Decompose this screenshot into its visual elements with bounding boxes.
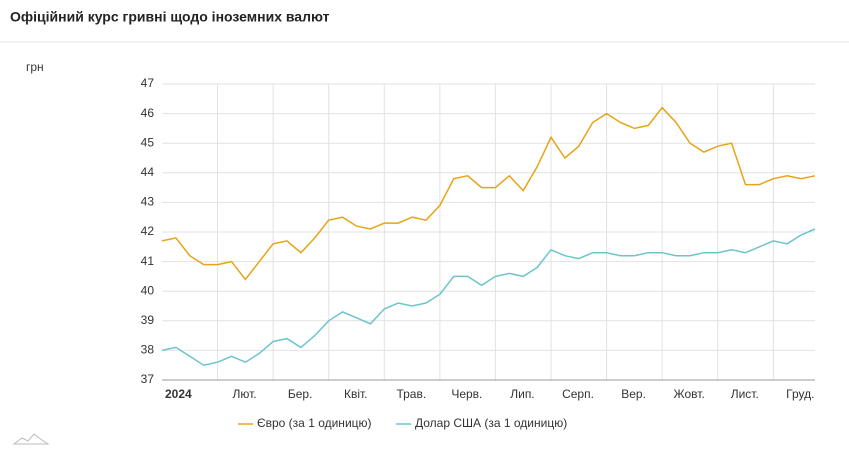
x-tick-label: Серп.	[562, 387, 594, 401]
y-tick-label: 46	[141, 106, 155, 120]
x-tick-label: Лип.	[510, 387, 534, 401]
y-tick-label: 43	[141, 195, 155, 209]
y-tick-label: 47	[141, 76, 155, 90]
y-tick-label: 38	[141, 343, 155, 357]
legend-label: Євро (за 1 одиницю)	[257, 416, 372, 430]
y-tick-label: 41	[141, 254, 155, 268]
x-tick-label: Трав.	[396, 387, 426, 401]
x-tick-label: Вер.	[621, 387, 646, 401]
series-line	[161, 228, 816, 366]
y-tick-label: 37	[141, 372, 155, 386]
series-line	[161, 106, 816, 281]
logo	[12, 433, 50, 445]
x-tick-label: Бер.	[288, 387, 313, 401]
legend-label: Долар США (за 1 одиницю)	[415, 416, 567, 430]
y-tick-label: 45	[141, 135, 155, 149]
x-tick-label: 2024	[165, 387, 192, 401]
x-tick-label: Жовт.	[674, 387, 705, 401]
x-tick-label: Лист.	[731, 387, 759, 401]
y-tick-label: 40	[141, 283, 155, 297]
x-tick-label: Лют.	[233, 387, 257, 401]
y-tick-label: 39	[141, 313, 155, 327]
y-tick-label: 44	[141, 165, 155, 179]
y-tick-label: 42	[141, 224, 155, 238]
y-axis-label: грн	[26, 60, 44, 74]
chart-title: Офіційний курс гривні щодо іноземних вал…	[10, 9, 330, 25]
x-tick-label: Квіт.	[344, 387, 368, 401]
x-tick-label: Черв.	[451, 387, 482, 401]
x-tick-label: Груд.	[786, 387, 814, 401]
